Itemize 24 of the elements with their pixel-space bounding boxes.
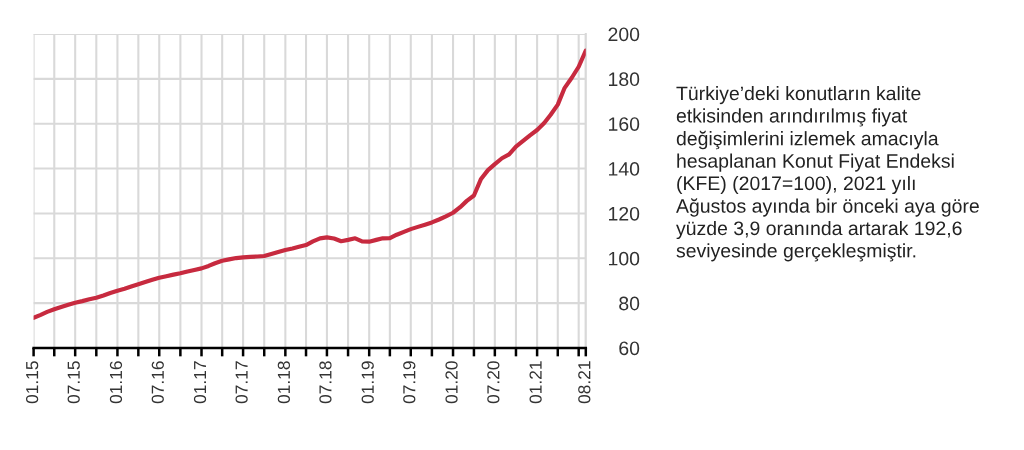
y-tick-label: 200 (608, 27, 640, 42)
x-tick-label: 01.16 (109, 361, 123, 404)
y-tick-label: 60 (619, 341, 640, 356)
x-tick-label: 07.16 (151, 361, 164, 404)
x-tick-label: 07.19 (403, 361, 416, 404)
y-tick-label: 120 (609, 206, 640, 221)
y-tick-label: 160 (609, 117, 640, 131)
x-tick-label: 07.18 (319, 361, 332, 404)
x-tick-label: 08.21 (578, 361, 591, 404)
x-tick-label: 07.15 (67, 361, 80, 404)
y-tick-label: 80 (619, 296, 640, 311)
x-tick-label: 01.19 (361, 361, 374, 404)
x-tick-label: 07.17 (235, 361, 248, 404)
x-tick-label: 07.20 (487, 361, 500, 404)
x-tick-label: 01.21 (529, 361, 542, 404)
y-tick-label: 140 (609, 162, 640, 176)
x-tick-label: 01.18 (277, 361, 291, 404)
y-tick-label: 180 (609, 72, 640, 87)
x-tick-label: 01.20 (445, 361, 458, 404)
y-tick-label: 100 (609, 251, 640, 266)
line-series (33, 48, 586, 320)
x-tick-label: 01.17 (193, 361, 207, 404)
x-tick-label: 01.15 (25, 361, 39, 404)
text: Türkiye’deki konutların kalite etkisinden arındırılmış fiyat değişimlerini izlemek amacıyla hesaplanan Konut Fiyat Endeksi (KFE) (2017=100), 2021 yılı Ağustos ayında bir önceki aya göre yüzde 3,9 oranında artarak 192,6 seviyesinde gerçekleşmiştir. (676, 86, 979, 262)
